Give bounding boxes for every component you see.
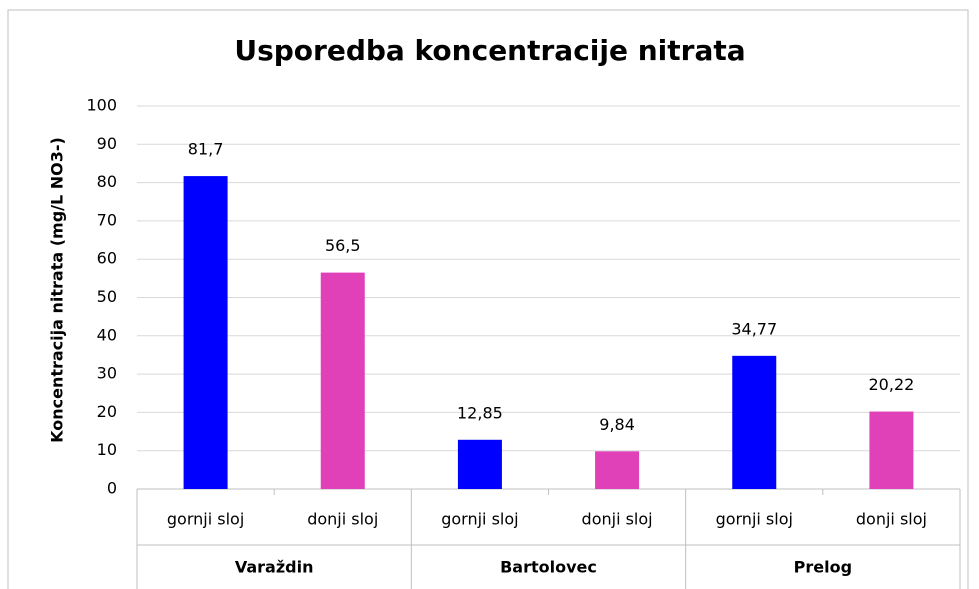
y-tick-label: 10 [97,440,117,459]
y-tick-label: 100 [86,96,117,115]
bar [595,451,640,489]
bar [732,355,777,489]
data-label: 20,22 [869,375,915,394]
group-label: Prelog [794,558,852,577]
x-tick-label: gornji sloj [167,510,244,529]
data-label: 34,77 [731,319,777,338]
chart-frame [7,9,969,589]
bar [320,272,365,489]
bar [869,411,914,489]
data-label: 12,85 [457,403,503,422]
x-tick-label: gornji sloj [441,510,518,529]
group-label: Bartolovec [500,558,597,577]
y-tick-label: 40 [97,325,117,344]
y-tick-label: 50 [97,287,117,306]
x-tick-label: donji sloj [582,510,653,529]
y-tick-label: 70 [97,210,117,229]
bar [183,176,228,490]
data-label: 9,84 [599,415,635,434]
y-tick-label: 20 [97,402,117,421]
group-label: Varaždin [235,558,314,577]
y-tick-label: 60 [97,249,117,268]
y-tick-label: 30 [97,364,117,383]
data-label: 81,7 [188,140,224,159]
data-label: 56,5 [325,236,361,255]
x-tick-label: donji sloj [856,510,927,529]
y-tick-label: 0 [107,479,117,498]
bar [457,439,502,489]
y-tick-label: 80 [97,172,117,191]
y-tick-label: 90 [97,134,117,153]
chart-title: Usporedba koncentracije nitrata [234,34,745,67]
x-tick-label: donji sloj [307,510,378,529]
x-tick-label: gornji sloj [716,510,793,529]
y-axis-label: Koncentracija nitrata (mg/L NO3-) [48,137,67,443]
